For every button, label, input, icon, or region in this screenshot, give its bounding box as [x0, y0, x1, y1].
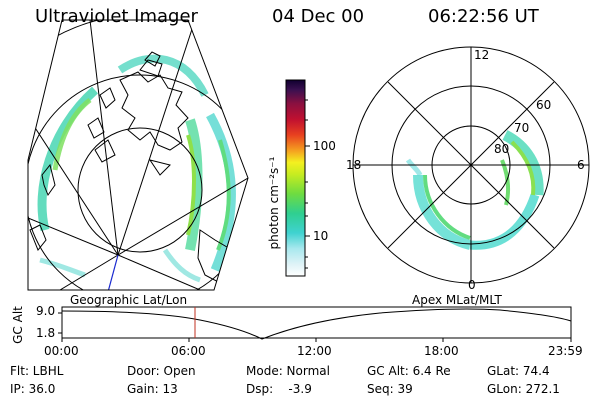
timeline-xtick-1200: 12:00 [297, 344, 332, 358]
timeline-ytick-9: 9.0 [36, 304, 56, 318]
timeline-xtick-2359: 23:59 [548, 344, 583, 358]
door-info: Door: Open [127, 364, 196, 378]
mlt-label-6: 6 [577, 158, 585, 172]
ip-info: IP: 36.0 [10, 382, 56, 396]
gain-info: Gain: 13 [127, 382, 178, 396]
timeline-xtick-0000: 00:00 [44, 344, 79, 358]
geographic-caption: Geographic Lat/Lon [70, 293, 188, 307]
geo-aurora-emission [37, 54, 236, 283]
gc-alt-info: GC Alt: 6.4 Re [367, 364, 451, 378]
dsp-info: Dsp: -3.9 [246, 382, 312, 396]
mlt-label-18: 18 [346, 158, 362, 172]
timeline-xtick-0600: 06:00 [171, 344, 206, 358]
seq-info: Seq: 39 [367, 382, 413, 396]
glon-info: GLon: 272.1 [487, 382, 560, 396]
mlat-label-60: 60 [536, 98, 552, 112]
timeline-ytick-1.8: 1.8 [36, 326, 56, 340]
time-label: 06:22:56 UT [428, 6, 539, 27]
colorbar-tick-100: 100 [313, 139, 336, 153]
geo-grid [28, 20, 248, 290]
sun-direction-line [107, 254, 119, 290]
mlat-label-80: 80 [494, 142, 510, 156]
date-label: 04 Dec 00 [272, 6, 365, 27]
mlt-label-12: 12 [474, 48, 490, 62]
filter-info: Flt: LBHL [10, 364, 64, 378]
instrument-title: Ultraviolet Imager [35, 6, 198, 27]
mlat-label-70: 70 [514, 121, 530, 135]
glat-info: GLat: 74.4 [487, 364, 550, 378]
apex-caption: Apex MLat/MLT [412, 293, 502, 307]
polar-grid [352, 46, 590, 284]
gc-altitude-curve [61, 308, 572, 340]
mode-info: Mode: Normal [246, 364, 330, 378]
timeline-xtick-1800: 18:00 [424, 344, 459, 358]
colorbar-tick-10: 10 [313, 229, 329, 243]
geo-image-border [27, 19, 249, 291]
mlt-label-0: 0 [468, 278, 476, 292]
